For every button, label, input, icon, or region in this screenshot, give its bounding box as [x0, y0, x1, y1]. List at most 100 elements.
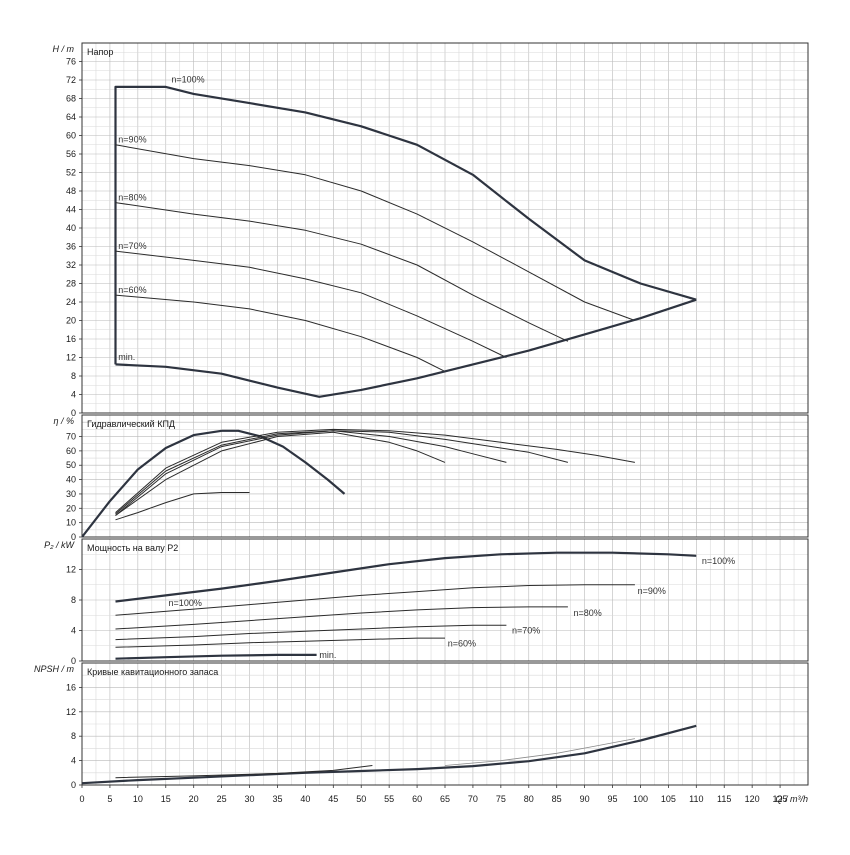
y-tick-label: 8	[71, 595, 76, 605]
x-tick-label: 20	[189, 794, 199, 804]
power-curves	[115, 551, 697, 660]
x-tick-label: 25	[217, 794, 227, 804]
x-tick-label: 95	[608, 794, 618, 804]
panel-title: Гидравлический КПД	[87, 419, 175, 429]
efficiency-curves	[82, 428, 635, 537]
y-tick-label: 36	[66, 242, 76, 252]
y-tick-label: 56	[66, 149, 76, 159]
npsh-curves	[82, 724, 697, 785]
y-axis-title: H / m	[53, 44, 75, 54]
x-tick-label: 105	[661, 794, 676, 804]
curve-line	[115, 431, 446, 516]
y-axis-title: η / %	[53, 416, 74, 426]
curve-n100	[115, 551, 697, 603]
curve-label: n=100%	[702, 556, 735, 566]
y-tick-label: 8	[71, 731, 76, 741]
x-tick-label: 0	[79, 794, 84, 804]
y-tick-label: 20	[66, 503, 76, 513]
curve-n60	[115, 294, 446, 372]
curve-line	[115, 430, 569, 515]
x-tick-label: 15	[161, 794, 171, 804]
x-tick-label: 30	[245, 794, 255, 804]
x-tick-label: 10	[133, 794, 143, 804]
y-tick-label: 0	[71, 656, 76, 666]
curve-label: min.	[118, 352, 135, 362]
y-tick-label: 0	[71, 532, 76, 542]
y-tick-label: 76	[66, 57, 76, 67]
curve-line	[82, 429, 346, 537]
y-tick-label: 4	[71, 756, 76, 766]
curve-line	[115, 492, 250, 521]
y-tick-label: 0	[71, 780, 76, 790]
y-tick-label: 30	[66, 489, 76, 499]
power-panel: 0 4 8 12 P₂ / kW Мощность на валу P2 n=100% n=9…	[44, 538, 809, 666]
curve-n90	[115, 144, 636, 321]
y-tick-label: 68	[66, 94, 76, 104]
x-tick-label: 45	[328, 794, 338, 804]
x-tick-label: 80	[524, 794, 534, 804]
x-tick-label: 115	[717, 794, 731, 804]
curve-label: n=70%	[512, 626, 540, 636]
x-axis: 0 5 10 15 20 25 30 35 40 45 50 55 60 65 70 75 80 85 90 95 10…	[79, 785, 808, 804]
curve-line	[444, 738, 635, 766]
y-tick-label: 70	[66, 432, 76, 442]
y-tick-label: 60	[66, 446, 76, 456]
x-tick-label: 75	[496, 794, 506, 804]
y-tick-label: 12	[66, 707, 76, 717]
y-tick-label: 64	[66, 112, 76, 122]
npsh-panel: 0 4 8 12 16 NPSH / m Кривые кавитационного зап…	[34, 662, 809, 790]
curve-label: n=90%	[638, 586, 666, 596]
curve-line	[115, 765, 373, 779]
x-tick-label: 50	[356, 794, 366, 804]
x-tick-label: 5	[107, 794, 112, 804]
curve-label: n=80%	[573, 608, 601, 618]
x-tick-label: 120	[745, 794, 760, 804]
y-tick-label: 40	[66, 223, 76, 233]
curve-n90	[115, 584, 635, 616]
y-tick-label: 28	[66, 279, 76, 289]
x-tick-label: 60	[412, 794, 422, 804]
y-tick-label: 60	[66, 131, 76, 141]
y-tick-label: 50	[66, 460, 76, 470]
y-tick-label: 12	[66, 353, 76, 363]
x-tick-label: 90	[580, 794, 590, 804]
x-tick-label: 100	[633, 794, 648, 804]
curve-label: n=70%	[118, 241, 146, 251]
panel-title: Кривые кавитационного запаса	[87, 667, 218, 677]
curve-min	[115, 653, 317, 660]
y-tick-label: 4	[71, 626, 76, 636]
x-tick-label: 110	[689, 794, 703, 804]
curve-label: n=60%	[448, 639, 476, 649]
y-tick-label: 48	[66, 186, 76, 196]
y-tick-label: 0	[71, 408, 76, 418]
head-curves	[114, 85, 697, 398]
curve-n80	[115, 202, 569, 342]
curve-label: n=60%	[118, 285, 146, 295]
y-tick-label: 24	[66, 297, 76, 307]
curve-label: min.	[319, 650, 336, 660]
curve-n70	[115, 624, 507, 641]
panel-title: Мощность на валу P2	[87, 543, 178, 553]
y-tick-label: 40	[66, 475, 76, 485]
curve-label: n=100%	[171, 74, 204, 84]
y-tick-label: 20	[66, 316, 76, 326]
curve-line	[115, 428, 635, 513]
y-tick-label: 10	[66, 518, 76, 528]
efficiency-frame	[81, 414, 809, 538]
curve-n100	[114, 85, 697, 365]
x-tick-label: 125	[773, 794, 788, 804]
x-tick-label: 40	[300, 794, 310, 804]
x-tick-label: 55	[384, 794, 394, 804]
y-tick-label: 52	[66, 168, 76, 178]
curve-label: n=90%	[118, 134, 146, 144]
y-axis-title: NPSH / m	[34, 664, 75, 674]
panel-title: Напор	[87, 47, 113, 57]
x-tick-label: 70	[468, 794, 478, 804]
y-tick-label: 16	[66, 334, 76, 344]
y-tick-label: 16	[66, 682, 76, 692]
curve-line	[82, 724, 697, 785]
y-tick-label: 72	[66, 75, 76, 85]
